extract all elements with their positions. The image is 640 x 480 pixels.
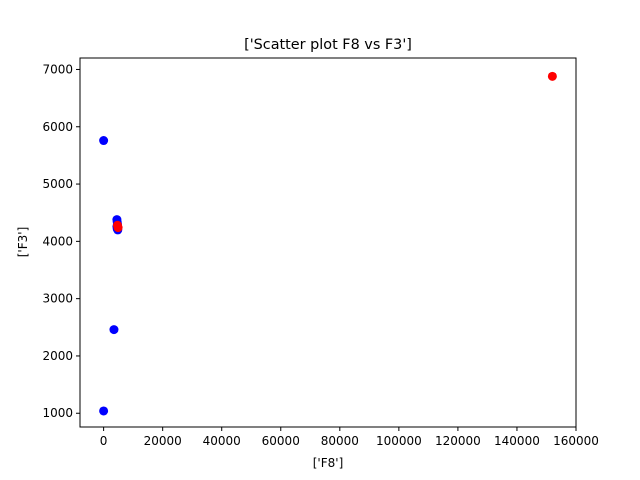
y-tick-label: 5000 — [42, 177, 73, 191]
x-tick-label: 160000 — [553, 434, 599, 448]
x-tick-label: 40000 — [203, 434, 241, 448]
x-tick-label: 60000 — [262, 434, 300, 448]
y-tick-label: 3000 — [42, 292, 73, 306]
scatter-point — [99, 406, 109, 416]
y-tick-label: 6000 — [42, 120, 73, 134]
x-tick-label: 100000 — [376, 434, 422, 448]
x-axis-ticks: 0 20000 40000 60000 80000 100000 120000 140000 1… — [100, 427, 599, 448]
chart-title: ['Scatter plot F8 vs F3'] — [244, 37, 412, 53]
scatter-point — [113, 223, 123, 233]
y-tick-label: 7000 — [42, 62, 73, 76]
x-tick-label: 120000 — [435, 434, 481, 448]
x-tick-label: 140000 — [494, 434, 540, 448]
scatter-point — [109, 325, 119, 335]
x-axis-label: ['F8'] — [313, 456, 344, 470]
y-tick-label: 2000 — [42, 349, 73, 363]
x-tick-label: 0 — [100, 434, 108, 448]
scatter-point — [547, 71, 557, 81]
y-tick-label: 4000 — [42, 234, 73, 248]
x-tick-label: 80000 — [321, 434, 359, 448]
y-axis-label: ['F3'] — [16, 227, 30, 258]
scatter-point — [99, 136, 109, 146]
y-axis-ticks: 1000 2000 3000 4000 5000 6000 7000 — [42, 62, 80, 420]
plot-frame — [79, 57, 577, 428]
x-tick-label: 20000 — [144, 434, 182, 448]
data-points — [99, 71, 557, 416]
y-tick-label: 1000 — [42, 406, 73, 420]
